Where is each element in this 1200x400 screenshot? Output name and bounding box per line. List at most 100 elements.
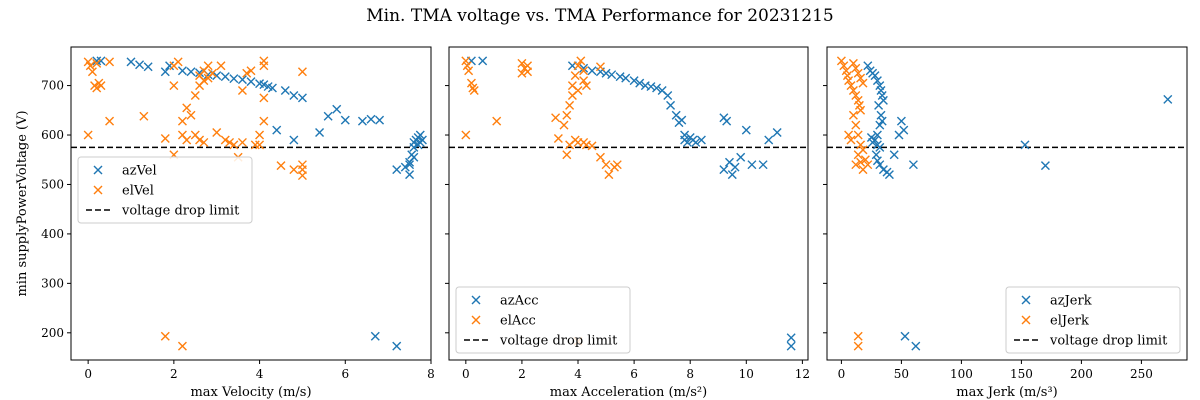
data-point	[85, 61, 95, 71]
data-point	[1163, 94, 1173, 104]
data-point	[836, 56, 846, 66]
legend-label-azJerk: azJerk	[1050, 294, 1092, 309]
data-point	[523, 61, 533, 71]
data-point	[392, 165, 402, 175]
data-point	[289, 165, 299, 175]
data-point	[853, 68, 863, 78]
data-point	[595, 62, 605, 72]
data-point	[604, 170, 614, 180]
data-point	[105, 116, 115, 126]
data-point	[139, 111, 149, 121]
data-point	[730, 162, 740, 172]
data-point	[911, 341, 921, 351]
data-point	[464, 66, 474, 76]
x-tick-label: 8	[686, 367, 694, 381]
data-point	[517, 58, 527, 68]
data-point	[722, 116, 732, 126]
data-point	[186, 67, 196, 77]
data-point	[195, 135, 205, 145]
data-point	[884, 170, 894, 180]
data-point	[900, 331, 910, 341]
y-tick-label: 700	[41, 79, 64, 93]
data-point	[405, 170, 415, 180]
data-point	[370, 331, 380, 341]
data-point	[872, 76, 882, 86]
legend-marker-azAcc	[471, 295, 481, 305]
data-point	[635, 78, 645, 88]
data-point	[237, 86, 247, 96]
data-point	[315, 128, 325, 138]
data-point	[297, 67, 307, 77]
data-point	[844, 130, 854, 140]
data-point	[461, 130, 471, 140]
data-point	[595, 152, 605, 162]
data-point	[772, 128, 782, 138]
legend-label-elVel: elVel	[122, 184, 154, 199]
data-point	[846, 81, 856, 91]
axes-frame	[448, 46, 809, 361]
x-tick-label: 200	[1070, 367, 1093, 381]
data-point	[848, 110, 858, 120]
data-point	[323, 111, 333, 121]
legend-label-voltage-drop-limit: voltage drop limit	[121, 204, 240, 219]
data-point	[856, 105, 866, 115]
series-azJerk	[863, 61, 1173, 351]
series-azVel	[92, 56, 427, 351]
data-point	[908, 160, 918, 170]
data-point	[276, 161, 286, 171]
data-point	[559, 120, 569, 130]
data-point	[417, 135, 427, 145]
y-tick-label: 400	[41, 227, 64, 241]
data-point	[289, 135, 299, 145]
data-point	[741, 125, 751, 135]
data-point	[105, 57, 115, 67]
data-point	[375, 115, 385, 125]
legend: azAcc elAcc voltage drop limit	[455, 286, 631, 354]
data-point	[856, 140, 866, 150]
data-point	[851, 63, 861, 73]
data-point	[297, 171, 307, 181]
x-tick-label: 2	[170, 367, 178, 381]
data-point	[259, 56, 269, 66]
data-point	[846, 135, 856, 145]
x-tick-label: 6	[341, 367, 349, 381]
data-point	[466, 78, 476, 88]
data-point	[764, 135, 774, 145]
data-point	[565, 100, 575, 110]
plot-area	[827, 56, 1187, 351]
panel-3: 0 50 100 150 200 250 max Jerk (m/s³) azJerk elJe…	[823, 46, 1188, 400]
data-point	[207, 68, 217, 78]
x-tick-label: 2	[518, 367, 526, 381]
data-point	[83, 130, 93, 140]
data-point	[461, 56, 471, 66]
x-tick-label: 10	[739, 367, 754, 381]
data-point	[851, 120, 861, 130]
data-point	[415, 130, 425, 140]
legend-label-voltage-drop-limit: voltage drop limit	[499, 334, 618, 349]
data-point	[562, 150, 572, 160]
data-point	[579, 63, 589, 73]
data-point	[255, 130, 265, 140]
x-tick-label: 12	[795, 367, 810, 381]
data-point	[844, 76, 854, 86]
data-point	[272, 125, 282, 135]
legend-label-azAcc: azAcc	[500, 294, 539, 309]
data-point	[615, 72, 625, 82]
data-point	[899, 125, 909, 135]
legend-label-azVel: azVel	[122, 164, 157, 179]
data-point	[856, 73, 866, 83]
data-point	[875, 120, 885, 130]
data-point	[551, 113, 561, 123]
data-point	[160, 331, 170, 341]
data-point	[856, 157, 866, 167]
data-point	[562, 110, 572, 120]
data-point	[839, 61, 849, 71]
x-axis-label: max Jerk (m/s³)	[956, 385, 1057, 400]
data-point	[229, 74, 239, 84]
data-point	[853, 130, 863, 140]
legend-marker-elJerk	[1021, 315, 1031, 325]
data-point	[875, 142, 885, 152]
data-point	[579, 66, 589, 76]
legend-label-voltage-drop-limit: voltage drop limit	[1049, 334, 1168, 349]
data-point	[237, 137, 247, 147]
